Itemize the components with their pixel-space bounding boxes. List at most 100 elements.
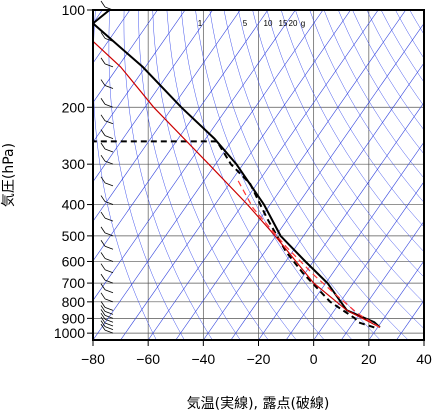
adiabat-line (252, 10, 424, 303)
wind-barb (104, 135, 114, 139)
wind-barb (104, 329, 114, 334)
wind-barb-feather (100, 79, 106, 86)
wind-barb-feather (100, 154, 106, 162)
isotherm-line (93, 10, 213, 183)
wind-barb (104, 311, 114, 315)
wind-barb-feather (100, 292, 106, 300)
wind-barb-feather (100, 323, 106, 331)
isotherm-line (396, 299, 424, 340)
adiabat-line (280, 10, 424, 253)
isotherm-layer (93, 10, 424, 340)
x-tick-label: −60 (136, 351, 160, 367)
isotherm-line (93, 10, 186, 143)
x-ticks: −80 −60 −40 −20 0 20 40 (81, 340, 432, 367)
x-axis-title: 気温(実線), 露点(破線) (187, 396, 330, 412)
wind-barb-feather (100, 283, 106, 291)
wind-barb (104, 289, 114, 294)
y-tick-label: 700 (62, 275, 86, 291)
wind-barb (104, 103, 114, 108)
wind-barb (104, 232, 114, 237)
adiabat-line (266, 10, 424, 278)
wind-barb (104, 258, 114, 262)
isotherm-line (93, 10, 324, 340)
adiabat-line (223, 10, 409, 340)
isotherm-line (93, 10, 241, 222)
wind-barb (104, 269, 114, 274)
isotherm-line (285, 141, 424, 340)
adiabat-line (209, 10, 381, 340)
wind-barb-feather (100, 142, 106, 150)
wind-barb-feather (100, 252, 106, 259)
wind-barb (104, 318, 114, 323)
y-tick-label: 600 (62, 253, 86, 269)
x-tick-label: −80 (81, 351, 105, 367)
wind-barb (104, 37, 114, 42)
y-tick-label: 800 (62, 294, 86, 310)
wind-barb (104, 245, 114, 250)
wind-barb-feather (100, 98, 106, 105)
wind-barb (104, 298, 114, 303)
y-tick-label: 500 (62, 228, 86, 244)
x-tick-label: −40 (191, 351, 215, 367)
x-tick-label: 20 (361, 351, 377, 367)
isotherm-line (203, 22, 424, 340)
mixing-ratio-label: 5 (243, 19, 248, 28)
adiabat-line (166, 10, 297, 340)
wind-barb (104, 326, 114, 330)
isotherm-line (147, 10, 379, 340)
adiabat-line (338, 10, 424, 155)
isotherm-line (175, 10, 406, 340)
series-line-1 (93, 140, 375, 329)
isotherm-line (93, 10, 296, 301)
mixing-ratio-label: g (301, 19, 305, 28)
y-tick-label: 100 (62, 2, 86, 18)
series-line-2 (93, 40, 381, 328)
wind-barb-feather (100, 305, 106, 312)
wind-barb (104, 120, 114, 125)
wind-barb (104, 182, 114, 187)
isotherm-line (423, 339, 424, 340)
mixing-ratio-labels: 1 5 10 15 20 g (198, 19, 305, 28)
wind-barb (104, 63, 114, 68)
wind-barb-feather (100, 32, 106, 39)
mixing-ratio-label: 15 (279, 19, 288, 28)
adiabat-line (323, 10, 424, 179)
y-axis-title: 気圧(hPa) (1, 143, 17, 207)
isotherm-line (368, 260, 424, 340)
y-tick-label: 400 (62, 197, 86, 213)
wind-barb (104, 217, 114, 222)
adiabat-line (352, 10, 424, 131)
isotherm-line (230, 62, 424, 340)
isotherm-line (93, 10, 269, 262)
series-line-3 (235, 177, 381, 328)
x-tick-label: −20 (247, 351, 271, 367)
mixing-ratio-label: 20 (289, 19, 298, 28)
wind-barb-feather (100, 211, 106, 219)
wind-barb (104, 322, 114, 327)
wind-barb-layer (100, 0, 114, 334)
wind-barb-feather (100, 57, 106, 65)
dry-adiabat-layer (93, 10, 424, 340)
wind-barb-feather (100, 0, 106, 8)
wind-barb-feather (100, 129, 106, 136)
y-tick-label: 300 (62, 156, 86, 172)
wind-barb (104, 306, 114, 311)
isotherm-line (341, 220, 424, 340)
wind-barb (104, 314, 114, 319)
adiabat-line (409, 10, 424, 35)
wind-barb (104, 148, 114, 153)
isotherm-line (120, 10, 351, 340)
adiabat-line (238, 10, 424, 329)
wind-barb (104, 160, 114, 165)
adiabat-line (123, 10, 213, 340)
series-layer (93, 10, 381, 329)
adiabat-line (423, 10, 424, 11)
wind-barb-feather (100, 263, 106, 270)
isotherm-line (258, 102, 424, 340)
x-tick-label: 40 (416, 351, 432, 367)
mixing-ratio-label: 10 (264, 19, 273, 28)
adiabat-line (180, 10, 325, 340)
x-tick-label: 0 (310, 351, 318, 367)
